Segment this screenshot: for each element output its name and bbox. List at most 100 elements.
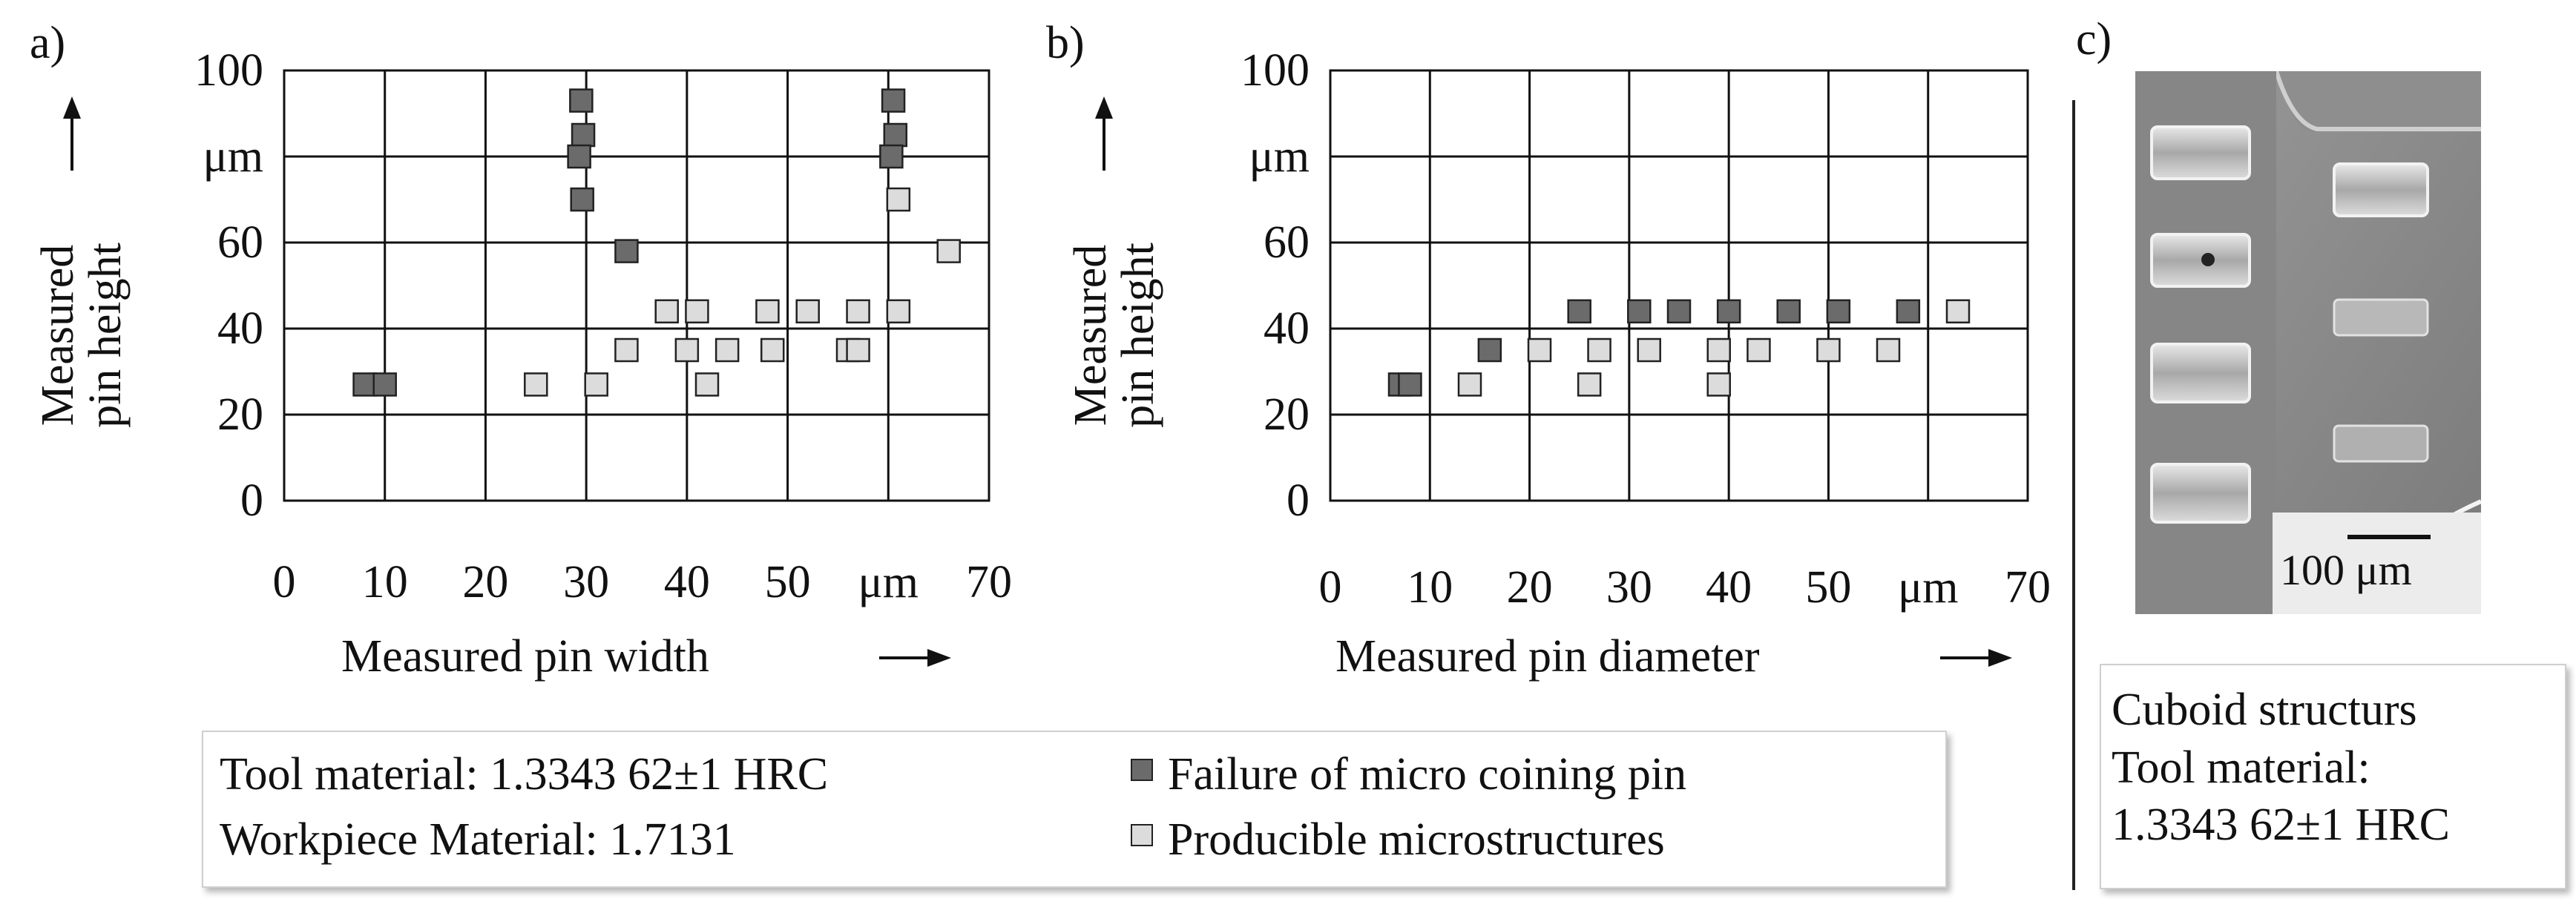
x-tick-label: 30	[563, 557, 609, 607]
y-axis-title-line1: Measured	[33, 245, 83, 426]
data-point	[1876, 337, 1901, 363]
data-point	[1666, 299, 1692, 324]
x-axis-title: Measured pin diameter	[1335, 631, 1760, 682]
x-axis-arrow	[1940, 649, 2012, 667]
data-point	[352, 372, 377, 397]
chart-a: a) Measured pin height 0 10 20 30 40 50 μm 70 10…	[30, 18, 1012, 682]
data-point	[1747, 337, 1771, 363]
sem-micrograph: 100 μm	[2135, 71, 2481, 614]
data-point	[886, 187, 911, 212]
panel-label-c: c)	[2076, 14, 2112, 65]
legend-label-producible: Producible microstructures	[1168, 814, 1665, 865]
x-tick-label: 50	[765, 557, 811, 607]
y-tick-label: 60	[217, 217, 263, 268]
panel-divider	[2072, 100, 2075, 890]
data-point	[760, 337, 785, 363]
data-point	[1398, 372, 1422, 397]
y-tick-label: 60	[1264, 217, 1310, 268]
x-tick-label: 0	[1319, 562, 1342, 613]
x-tick-label: 70	[2005, 562, 2051, 613]
x-tick-label: μm	[858, 557, 919, 607]
data-point	[694, 372, 720, 397]
data-point	[1637, 337, 1661, 363]
y-axis-arrow	[63, 96, 81, 171]
y-tick-label: 20	[1264, 389, 1310, 440]
plot-frame	[283, 69, 990, 502]
y-tick-label: μm	[203, 131, 263, 182]
chart-b: b) Measured pin height 0 10 20 30 40 50 μm 70 10…	[1046, 18, 2051, 682]
x-tick-label: 20	[462, 557, 508, 607]
x-tick-label: 40	[1706, 562, 1752, 613]
legend-label-failure: Failure of micro coining pin	[1168, 749, 1687, 800]
data-point	[1945, 299, 1971, 324]
data-point	[1816, 337, 1841, 363]
panel-c-caption-box: Cuboid structurs Tool material: 1.3343 6…	[2100, 664, 2566, 889]
y-tick-label: 40	[217, 303, 263, 354]
x-tick-label: 30	[1606, 562, 1652, 613]
x-tick-label: 40	[664, 557, 710, 607]
y-axis-arrow	[1095, 96, 1113, 171]
plot-area-b: 0 10 20 30 40 50 μm 70 100 μm 60 40 20 0	[1241, 45, 2051, 613]
y-tick-label: μm	[1249, 131, 1310, 182]
scale-bar-box	[2273, 513, 2481, 614]
data-point	[1706, 337, 1731, 363]
workpiece-material-text: Workpiece Material: 1.7131	[220, 814, 736, 865]
data-point	[584, 372, 608, 397]
data-point	[795, 299, 820, 324]
right-column-cuboids	[2333, 162, 2429, 463]
data-point	[886, 299, 911, 324]
data-point	[674, 337, 700, 363]
y-axis-title-line2: pin height	[1113, 243, 1163, 428]
data-point	[570, 187, 594, 212]
data-point	[372, 372, 397, 397]
data-point	[614, 239, 639, 263]
y-tick-label: 0	[240, 475, 263, 526]
data-point	[1776, 299, 1801, 324]
x-tick-label: 10	[362, 557, 408, 607]
data-point	[755, 299, 780, 324]
data-point	[1716, 299, 1741, 324]
y-tick-label: 20	[217, 389, 263, 440]
x-axis-arrow	[879, 649, 951, 667]
legend-swatch-failure	[1131, 759, 1153, 781]
x-tick-label: 50	[1805, 562, 1851, 613]
y-axis-title-line2: pin height	[80, 243, 131, 428]
data-point	[846, 299, 870, 324]
data-point	[614, 337, 639, 363]
scale-bar-label: 100 μm	[2280, 546, 2412, 594]
panel-label-b: b)	[1046, 18, 1085, 68]
legend-swatch-producible	[1131, 824, 1153, 846]
data-point	[1567, 299, 1591, 324]
data-point	[1477, 337, 1502, 363]
y-tick-label: 100	[194, 45, 263, 96]
info-legend-box: Tool material: 1.3343 62±1 HRC Workpiece…	[202, 731, 1947, 888]
data-point	[714, 337, 740, 363]
plot-area-a: 0 10 20 30 40 50 μm 70 100 μm 60 40 20 0	[194, 45, 1012, 607]
data-point	[881, 88, 906, 113]
x-axis-title: Measured pin width	[341, 631, 709, 682]
data-point	[846, 337, 870, 363]
tool-material-text: Tool material: 1.3343 62±1 HRC	[220, 749, 829, 800]
data-point	[883, 122, 908, 148]
data-point	[571, 122, 596, 148]
y-axis-title-line1: Measured	[1065, 245, 1116, 426]
data-point	[1826, 299, 1851, 324]
data-point	[1896, 299, 1921, 324]
data-point	[936, 239, 961, 263]
x-tick-label: 20	[1507, 562, 1553, 613]
data-point	[1577, 372, 1602, 397]
plot-frame	[1329, 69, 2029, 502]
data-point	[1527, 337, 1552, 363]
x-tick-label: 0	[273, 557, 296, 607]
y-tick-label: 0	[1287, 475, 1310, 526]
panel-label-a: a)	[30, 18, 65, 68]
x-tick-label: 70	[966, 557, 1012, 607]
data-point	[1457, 372, 1482, 397]
data-point	[685, 299, 709, 324]
left-column-cuboids	[2150, 125, 2251, 524]
x-tick-label: μm	[1898, 562, 1958, 613]
y-tick-label: 40	[1264, 303, 1310, 354]
data-point	[1587, 337, 1611, 363]
data-point	[879, 144, 904, 169]
x-tick-label: 10	[1407, 562, 1453, 613]
